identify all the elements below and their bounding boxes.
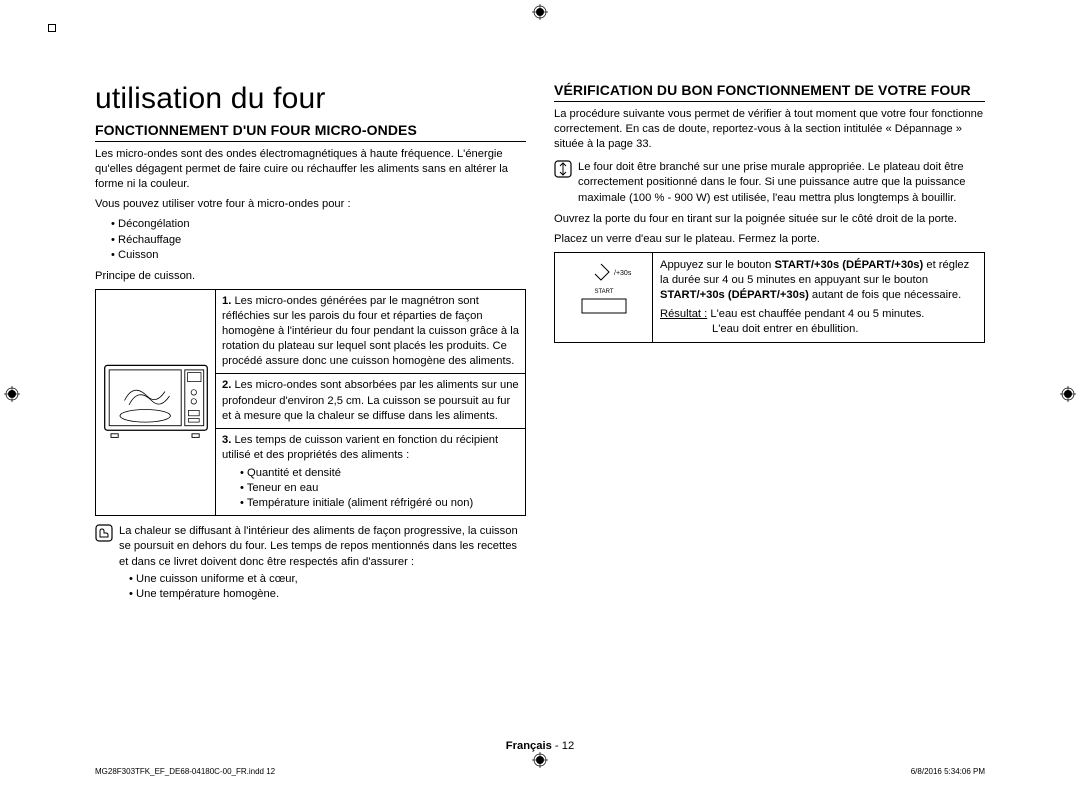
start-instruction: Appuyez sur le bouton START/+30s (DÉPART… — [660, 258, 977, 303]
content-area: utilisation du four FONCTIONNEMENT D'UN … — [95, 82, 985, 608]
start-button-table: /+30s START Appuyez sur le bouton START/… — [554, 252, 985, 344]
step-number: 1. — [222, 295, 231, 307]
svg-text:START: START — [594, 289, 613, 295]
info-icon — [554, 160, 572, 178]
list-item: Quantité et densité — [240, 466, 519, 481]
result-line2: L'eau doit entrer en ébullition. — [660, 322, 977, 337]
open-door-step: Ouvrez la porte du four en tirant sur la… — [554, 212, 985, 227]
doc-footer-right: 6/8/2016 5:34:06 PM — [911, 767, 985, 776]
bold-text: START/+30s (DÉPART/+30s) — [774, 259, 923, 271]
corner-mark — [48, 24, 56, 32]
left-column: utilisation du four FONCTIONNEMENT D'UN … — [95, 82, 526, 608]
list-item: Une cuisson uniforme et à cœur, — [129, 572, 526, 587]
registration-mark-bottom — [532, 752, 548, 768]
result-line: Résultat : L'eau est chauffée pendant 4 … — [660, 307, 977, 322]
list-item: Teneur en eau — [240, 481, 519, 496]
intro-paragraph: Les micro-ondes sont des ondes électroma… — [95, 147, 526, 192]
doc-footer-left: MG28F303TFK_EF_DE68-04180C-00_FR.indd 12 — [95, 767, 275, 776]
manual-page: utilisation du four FONCTIONNEMENT D'UN … — [0, 0, 1080, 792]
registration-mark-top — [532, 4, 548, 20]
info-block: Le four doit être branché sur une prise … — [554, 160, 985, 205]
table-row: 1. Les micro-ondes générées par le magné… — [96, 289, 526, 374]
note-body: La chaleur se diffusant à l'intérieur de… — [119, 524, 526, 569]
page-footer: Français - 12 — [0, 740, 1080, 752]
list-item: Cuisson — [111, 248, 526, 263]
info-text: Le four doit être branché sur une prise … — [578, 160, 985, 205]
footer-page: 12 — [562, 740, 574, 752]
list-item: Décongélation — [111, 217, 526, 232]
note-bullets: Une cuisson uniforme et à cœur, Une temp… — [95, 572, 526, 602]
bold-text: START/+30s (DÉPART/+30s) — [660, 289, 809, 301]
hand-icon — [95, 524, 113, 542]
table-row: /+30s START Appuyez sur le bouton START/… — [555, 252, 985, 343]
list-item: Température initiale (aliment réfrigéré … — [240, 496, 519, 511]
svg-text:/+30s: /+30s — [614, 270, 632, 277]
table-cell: Appuyez sur le bouton START/+30s (DÉPART… — [653, 252, 985, 343]
microwave-illustration-cell — [96, 289, 216, 515]
uses-list: Décongélation Réchauffage Cuisson — [95, 217, 526, 262]
step-number: 3. — [222, 434, 231, 446]
registration-mark-left — [4, 386, 20, 402]
section-heading-verification: VÉRIFICATION DU BON FONCTIONNEMENT DE VO… — [554, 82, 985, 102]
table-cell: 2. Les micro-ondes sont absorbées par le… — [216, 374, 526, 428]
button-illustration-cell: /+30s START — [555, 252, 653, 343]
right-column: VÉRIFICATION DU BON FONCTIONNEMENT DE VO… — [554, 82, 985, 608]
list-item: Réchauffage — [111, 233, 526, 248]
place-glass-step: Placez un verre d'eau sur le plateau. Fe… — [554, 232, 985, 247]
table-cell: 3. Les temps de cuisson varient en fonct… — [216, 428, 526, 516]
text-fragment: Appuyez sur le bouton — [660, 259, 774, 271]
step-text: Les micro-ondes sont absorbées par les a… — [222, 379, 519, 421]
principle-label: Principe de cuisson. — [95, 269, 526, 284]
footer-lang: Français — [506, 740, 552, 752]
text-fragment: autant de fois que nécessaire. — [809, 289, 961, 301]
note-text: La chaleur se diffusant à l'intérieur de… — [119, 524, 526, 569]
uses-lead: Vous pouvez utiliser votre four à micro-… — [95, 197, 526, 212]
step3-bullets: Quantité et densité Teneur en eau Tempér… — [222, 466, 519, 511]
section-heading-operation: FONCTIONNEMENT D'UN FOUR MICRO-ONDES — [95, 122, 526, 142]
table-cell: 1. Les micro-ondes générées par le magné… — [216, 289, 526, 374]
note-block: La chaleur se diffusant à l'intérieur de… — [95, 524, 526, 569]
step-text: Les temps de cuisson varient en fonction… — [222, 434, 498, 461]
microwave-icon — [102, 360, 210, 441]
cooking-principle-table: 1. Les micro-ondes générées par le magné… — [95, 289, 526, 516]
page-title: utilisation du four — [95, 82, 526, 116]
registration-mark-right — [1060, 386, 1076, 402]
start-button-icon: /+30s START — [566, 259, 642, 319]
step-number: 2. — [222, 379, 231, 391]
verify-intro: La procédure suivante vous permet de vér… — [554, 107, 985, 152]
info-body: Le four doit être branché sur une prise … — [578, 160, 985, 205]
list-item: Une température homogène. — [129, 587, 526, 602]
step-text: Les micro-ondes générées par le magnétro… — [222, 295, 519, 367]
result-label: Résultat : — [660, 308, 707, 320]
result-text: L'eau est chauffée pendant 4 ou 5 minute… — [707, 308, 924, 320]
